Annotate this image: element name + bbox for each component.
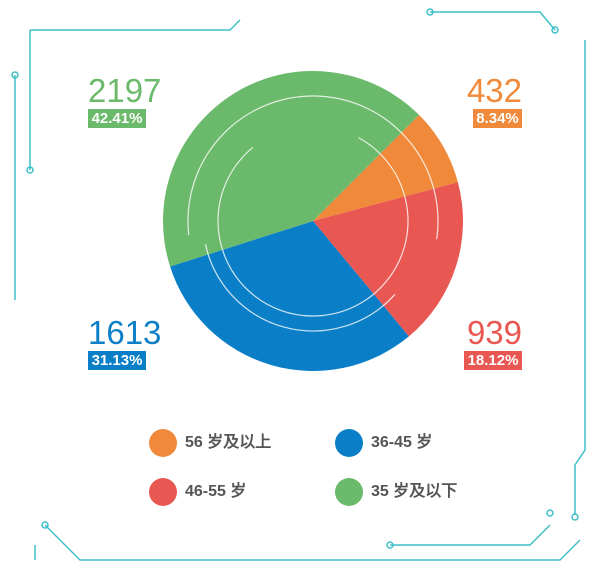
legend-label: 56 岁及以上 xyxy=(185,432,271,451)
pie-slice xyxy=(170,221,409,372)
legend-swatch xyxy=(149,478,177,506)
percent-label: 18.12% xyxy=(468,352,519,369)
pie-slice xyxy=(313,182,463,337)
percent-box xyxy=(88,109,146,128)
frame-decoration xyxy=(11,8,586,561)
pie-slice xyxy=(313,114,458,221)
percent-box xyxy=(464,351,522,370)
value-label: 939 xyxy=(467,314,522,351)
value-label: 432 xyxy=(467,72,522,109)
legend-swatch xyxy=(335,478,363,506)
percent-box xyxy=(88,351,146,370)
percent-label: 31.13% xyxy=(92,352,143,369)
legend-label: 35 岁及以下 xyxy=(371,481,457,500)
decor-arc xyxy=(204,244,396,332)
percent-label: 42.41% xyxy=(92,110,143,127)
legend-label: 36-45 岁 xyxy=(371,432,432,451)
value-label: 2197 xyxy=(88,72,161,109)
percent-box xyxy=(473,109,522,128)
legend-swatch xyxy=(335,429,363,457)
value-label: 1613 xyxy=(88,314,161,351)
legend-swatch xyxy=(149,429,177,457)
decor-arc xyxy=(217,137,409,317)
percent-label: 8.34% xyxy=(476,110,519,127)
pie-slice xyxy=(163,70,420,267)
legend-label: 46-55 岁 xyxy=(185,481,246,500)
decor-arc xyxy=(187,95,439,240)
